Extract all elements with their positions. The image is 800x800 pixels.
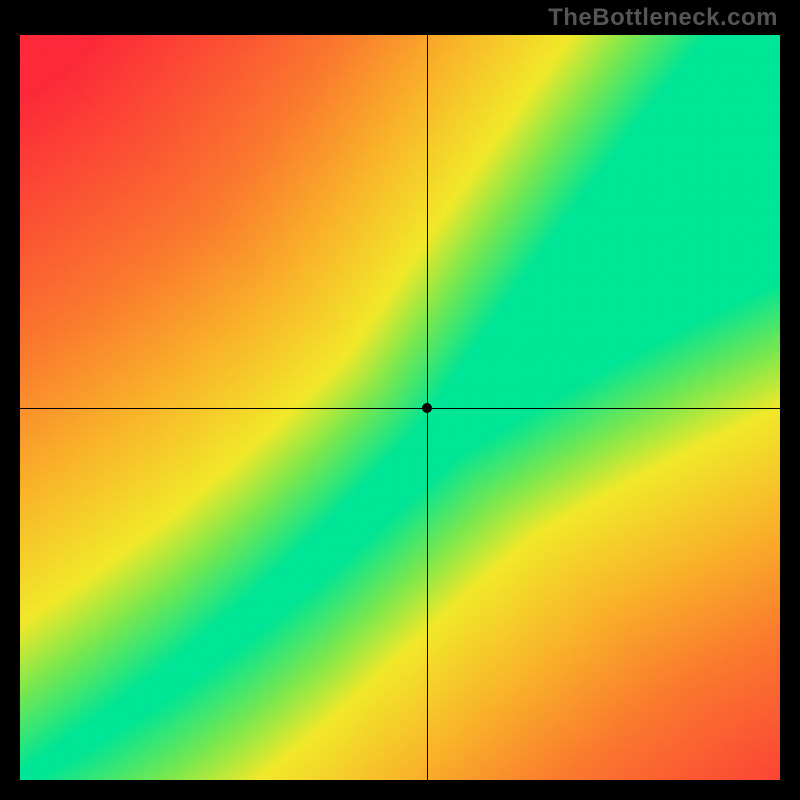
- crosshair-horizontal: [20, 408, 780, 409]
- plot-area: [20, 35, 780, 780]
- root-container: { "watermark": { "text": "TheBottleneck.…: [0, 0, 800, 800]
- crosshair-marker: [422, 403, 432, 413]
- watermark-text: TheBottleneck.com: [548, 4, 778, 32]
